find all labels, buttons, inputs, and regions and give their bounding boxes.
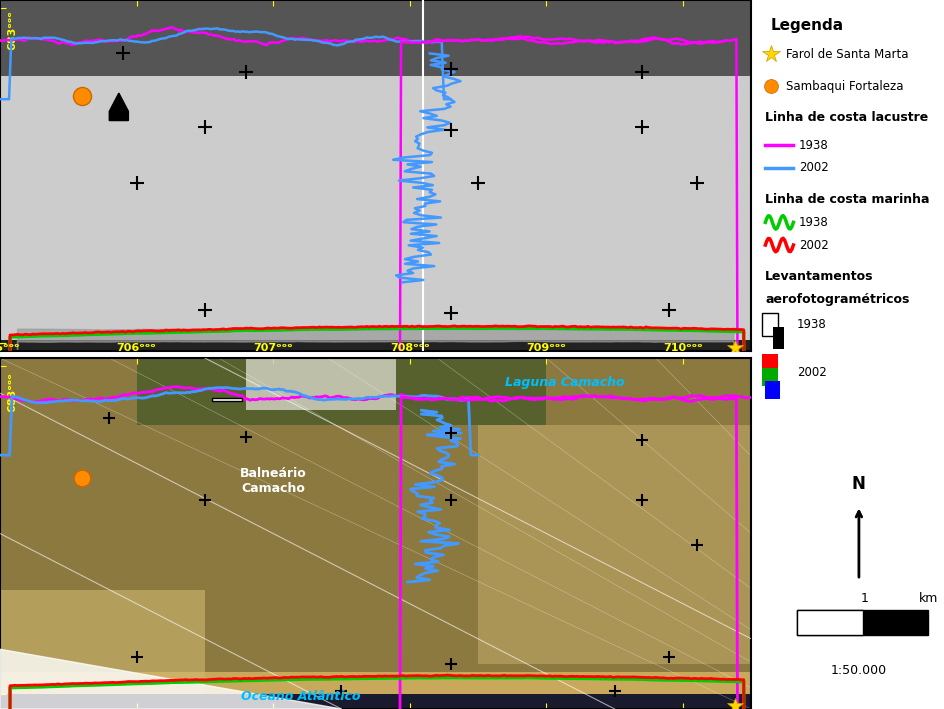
- Polygon shape: [0, 589, 205, 694]
- Text: Balneário
Camacho: Balneário Camacho: [240, 467, 306, 496]
- Text: N: N: [851, 475, 865, 493]
- Text: 1: 1: [860, 592, 868, 605]
- Text: 1938: 1938: [799, 216, 828, 229]
- Polygon shape: [0, 0, 750, 77]
- Bar: [761, 354, 778, 372]
- Text: Oceano Atlântico: Oceano Atlântico: [241, 690, 360, 703]
- Text: 1938: 1938: [797, 318, 826, 331]
- Bar: [797, 610, 927, 635]
- Text: 2002: 2002: [797, 366, 826, 379]
- Bar: [772, 327, 784, 350]
- Text: 1938: 1938: [799, 139, 828, 152]
- Polygon shape: [0, 667, 750, 694]
- Text: Sambaqui Fortaleza: Sambaqui Fortaleza: [785, 79, 902, 93]
- Polygon shape: [478, 425, 750, 664]
- Text: 1:50.000: 1:50.000: [830, 664, 886, 677]
- Polygon shape: [110, 93, 128, 121]
- Text: km: km: [918, 592, 936, 605]
- Text: Farol de Santa Marta: Farol de Santa Marta: [785, 48, 907, 61]
- Polygon shape: [137, 358, 546, 425]
- Polygon shape: [245, 358, 396, 411]
- Text: 683ᵒᵒᵒ: 683ᵒᵒᵒ: [7, 11, 17, 50]
- Text: 2002: 2002: [799, 238, 828, 252]
- Text: 683ᵒᵒᵒ: 683ᵒᵒᵒ: [7, 372, 17, 412]
- Bar: [211, 398, 242, 401]
- Bar: [765, 381, 780, 399]
- Bar: [761, 367, 778, 386]
- Polygon shape: [0, 358, 750, 671]
- Polygon shape: [0, 46, 750, 342]
- Bar: [797, 610, 862, 635]
- Text: Levantamentos: Levantamentos: [765, 270, 873, 284]
- Polygon shape: [0, 649, 341, 709]
- Text: Linha de costa marinha: Linha de costa marinha: [765, 193, 929, 206]
- Polygon shape: [0, 693, 750, 709]
- Bar: [761, 313, 778, 336]
- Text: Legenda: Legenda: [770, 18, 843, 33]
- Text: aerofotogramétricos: aerofotogramétricos: [765, 293, 909, 306]
- Text: 2002: 2002: [799, 162, 828, 174]
- Polygon shape: [0, 340, 750, 351]
- Text: Laguna Camacho: Laguna Camacho: [505, 376, 624, 389]
- Text: Linha de costa lacustre: Linha de costa lacustre: [765, 111, 928, 125]
